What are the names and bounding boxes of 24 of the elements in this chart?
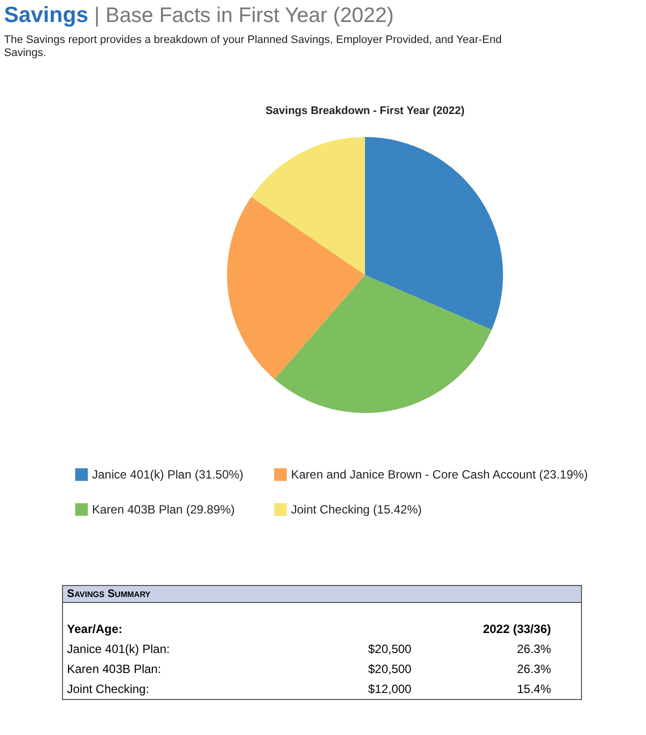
pie-slice <box>365 137 503 330</box>
text: Joint Checking: <box>66 681 150 698</box>
legend-label: Karen and Janice Brown - Core Cash Account (23.19%) <box>291 468 588 482</box>
text: $12,000 <box>367 681 412 698</box>
text: Year/Age: <box>66 621 124 638</box>
legend-label: Janice 401(k) Plan (31.50%) <box>92 468 244 482</box>
text: $20,500 <box>367 661 412 678</box>
text: 26.3% <box>516 661 552 678</box>
text: Savings Summary <box>63 586 581 603</box>
text: 15.4% <box>516 681 552 698</box>
pie-slice <box>274 275 492 413</box>
text: Janice 401(k) Plan: <box>66 641 171 658</box>
text: 26.3% <box>516 641 552 658</box>
pie-slice <box>251 137 365 275</box>
text: $20,500 <box>367 641 412 658</box>
pie-slice <box>227 196 365 380</box>
chart-title: Savings Breakdown - First Year (2022) <box>265 105 465 117</box>
text: Savings <box>4 2 88 27</box>
text: Karen 403B Plan: <box>66 661 162 678</box>
legend-label: Joint Checking (15.42%) <box>291 502 422 516</box>
text: 2022 (33/36) <box>482 621 552 638</box>
text: | Base Facts in First Year (2022) <box>94 4 394 27</box>
text: The Savings report provides a breakdown of your Planned Savings, Employer Provided, and Year-End Savings. <box>4 34 503 60</box>
legend-label: Karen 403B Plan (29.89%) <box>92 502 235 516</box>
